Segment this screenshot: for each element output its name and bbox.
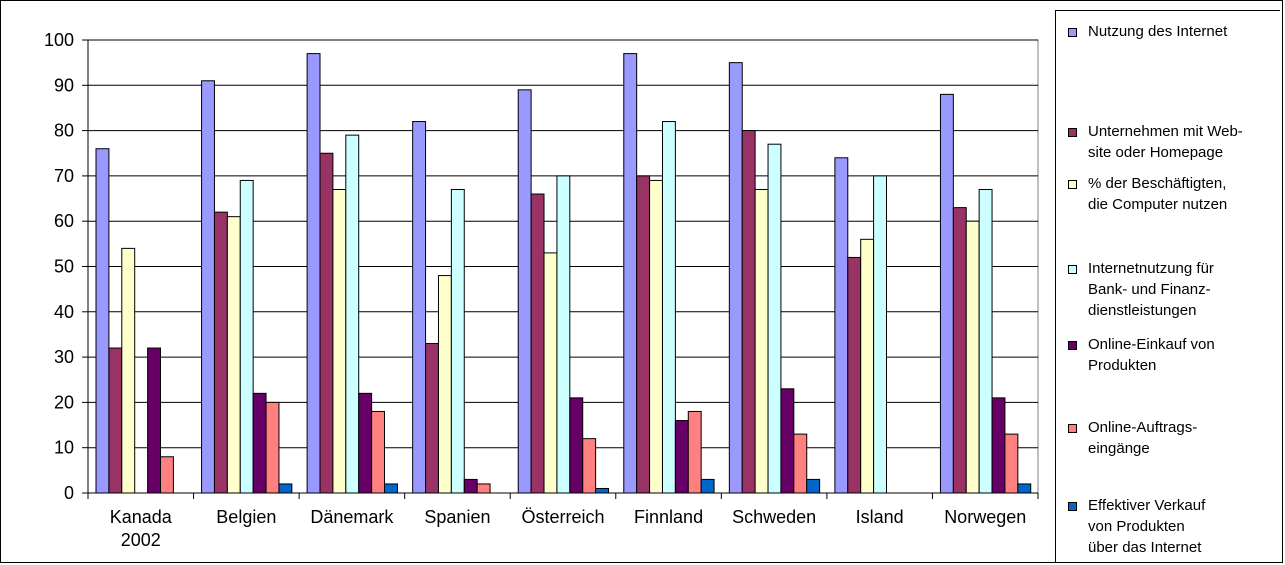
bar xyxy=(700,478,715,494)
bar-chart: 0 10 20 30 40 50 60 70 80 90 100 Kanada 2002 Belgien… xyxy=(44,30,1039,550)
bar xyxy=(991,397,1006,494)
x-tick-label: Spanien xyxy=(424,507,490,527)
bar xyxy=(95,148,110,494)
bar xyxy=(582,438,597,494)
x-tick-label: Kanada 2002 xyxy=(110,507,173,550)
bar xyxy=(674,420,689,494)
legend-swatch xyxy=(1068,180,1077,189)
bar xyxy=(108,347,123,494)
y-tick-label: 60 xyxy=(54,211,74,231)
x-tick-label: Belgien xyxy=(216,507,276,527)
legend-label: Nutzung des Internet xyxy=(1088,23,1228,40)
x-tick-label: Schweden xyxy=(732,507,816,527)
bar xyxy=(252,392,267,494)
legend-swatch xyxy=(1068,128,1077,137)
legend-label: Online-Auftrags- eingänge xyxy=(1088,419,1198,457)
bar xyxy=(213,211,228,494)
legend-label: Effektiver Verkauf von Produkten über da… xyxy=(1088,497,1206,556)
y-tick-label: 100 xyxy=(44,30,74,50)
bar xyxy=(649,179,663,494)
bar xyxy=(306,53,321,494)
bar xyxy=(384,483,398,494)
bar xyxy=(687,410,702,494)
bar xyxy=(860,238,875,494)
bar xyxy=(425,343,439,494)
y-tick-label: 30 xyxy=(54,347,74,367)
x-tick-label: Norwegen xyxy=(944,507,1026,527)
bar xyxy=(543,252,558,494)
bar xyxy=(345,134,360,494)
bar xyxy=(332,188,347,494)
bar xyxy=(834,157,849,494)
bar xyxy=(595,487,610,494)
bar xyxy=(873,175,887,494)
bar xyxy=(463,478,478,494)
legend-label: Internetnutzung für Bank- und Finanz- di… xyxy=(1088,260,1214,319)
bars xyxy=(95,53,1032,494)
bar xyxy=(319,152,334,494)
bar xyxy=(358,392,373,494)
bar xyxy=(636,175,651,494)
legend-swatch xyxy=(1068,341,1077,350)
legend-swatch xyxy=(1068,424,1077,433)
bar xyxy=(754,188,769,494)
legend-swatch xyxy=(1068,265,1077,274)
bar xyxy=(806,478,821,494)
axes xyxy=(87,40,1039,499)
bar xyxy=(965,220,980,494)
x-tick-label: Finnland xyxy=(634,507,703,527)
y-tick-label: 40 xyxy=(54,302,74,322)
bar xyxy=(661,121,676,494)
bar xyxy=(939,93,954,494)
bar xyxy=(1017,483,1032,494)
bar xyxy=(437,275,452,494)
bar xyxy=(847,256,862,494)
legend-label: Online-Einkauf von Produkten xyxy=(1088,336,1215,374)
bar xyxy=(569,397,584,494)
legend-swatch xyxy=(1068,28,1077,37)
legend-label: % der Beschäftigten, die Computer nutzen xyxy=(1088,175,1228,213)
legend-swatch xyxy=(1068,502,1077,511)
bar xyxy=(1004,433,1019,494)
y-tick-label: 0 xyxy=(64,483,74,503)
y-tick-label: 90 xyxy=(54,75,74,95)
bar xyxy=(793,433,808,494)
bar xyxy=(728,62,743,494)
bar xyxy=(201,80,215,494)
x-tick-labels: Kanada 2002 Belgien Dänemark Spanien Österrei… xyxy=(110,507,1026,550)
bar xyxy=(780,388,795,494)
y-tick-label: 10 xyxy=(54,438,74,458)
bar xyxy=(265,401,280,494)
bar xyxy=(371,410,386,494)
bar xyxy=(226,216,241,494)
bar xyxy=(239,179,254,494)
x-tick-label: Österreich xyxy=(521,507,604,527)
bar xyxy=(278,483,293,494)
bar xyxy=(530,193,545,494)
legend-label: Unternehmen mit Web- site oder Homepage xyxy=(1088,123,1243,161)
bar xyxy=(412,121,427,494)
legend: Nutzung des Internet Unternehmen mit Web-… xyxy=(1055,10,1280,563)
y-tick-label: 70 xyxy=(54,166,74,186)
bar xyxy=(952,207,967,494)
y-tick-label: 80 xyxy=(54,121,74,141)
bar xyxy=(476,483,491,494)
bar xyxy=(741,130,756,494)
x-tick-label: Dänemark xyxy=(310,507,394,527)
bar xyxy=(160,456,174,494)
bar xyxy=(121,247,136,494)
x-tick-label: Island xyxy=(856,507,904,527)
y-tick-label: 20 xyxy=(54,392,74,412)
bar xyxy=(517,89,532,494)
bar xyxy=(978,188,993,494)
y-tick-label: 50 xyxy=(54,257,74,277)
y-tick-labels: 0 10 20 30 40 50 60 70 80 90 100 xyxy=(44,30,74,503)
bar xyxy=(767,143,782,494)
bar xyxy=(147,347,162,494)
bar xyxy=(450,188,465,494)
bar xyxy=(556,175,571,494)
bar xyxy=(623,53,638,494)
